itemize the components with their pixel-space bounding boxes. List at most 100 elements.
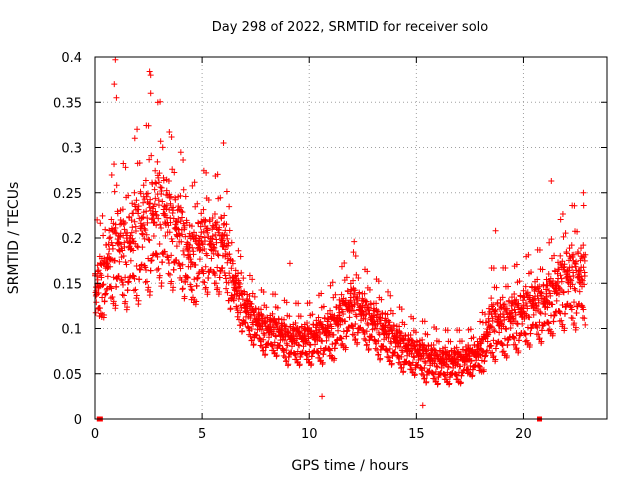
data-point: [187, 283, 194, 290]
data-point: [204, 225, 211, 232]
data-point: [129, 224, 136, 231]
data-point: [447, 338, 454, 345]
data-point: [194, 274, 201, 281]
data-point: [425, 343, 432, 350]
data-point: [172, 196, 179, 203]
data-point: [505, 283, 512, 290]
data-point: [212, 272, 219, 279]
outlier-point: [147, 72, 154, 79]
data-point: [122, 164, 129, 171]
data-point: [490, 265, 497, 272]
data-point: [457, 363, 464, 370]
data-point: [388, 360, 395, 367]
data-point: [117, 241, 124, 248]
data-point: [327, 282, 334, 289]
data-point: [181, 251, 188, 258]
data-point: [348, 302, 355, 309]
data-point: [411, 371, 418, 378]
data-point: [97, 310, 104, 317]
data-point: [167, 193, 174, 200]
data-point: [580, 202, 587, 209]
data-point: [522, 283, 529, 290]
data-point: [143, 208, 150, 215]
data-point: [175, 203, 182, 210]
data-point: [395, 353, 402, 360]
data-point: [260, 336, 267, 343]
data-point: [131, 135, 138, 142]
data-point: [545, 320, 552, 327]
data-point: [236, 316, 243, 323]
data-point: [222, 275, 229, 282]
data-point: [234, 270, 241, 277]
data-point: [567, 302, 574, 309]
data-point: [375, 308, 382, 315]
y-tick-label: 0.2: [61, 232, 82, 247]
data-point: [409, 337, 416, 344]
data-point: [283, 347, 290, 354]
data-point: [515, 348, 522, 355]
data-point: [120, 160, 127, 167]
data-point: [498, 320, 505, 327]
data-point: [152, 195, 159, 202]
data-point: [476, 351, 483, 358]
data-point: [103, 286, 110, 293]
data-point: [228, 239, 235, 246]
data-point: [572, 287, 579, 294]
data-point: [486, 329, 493, 336]
data-point: [241, 319, 248, 326]
data-point: [140, 221, 147, 228]
data-point: [387, 307, 394, 314]
data-point: [537, 289, 544, 296]
data-point: [140, 182, 147, 189]
data-point: [338, 263, 345, 270]
data-point: [411, 354, 418, 361]
data-point: [258, 326, 265, 333]
data-point: [386, 345, 393, 352]
data-point: [375, 337, 382, 344]
data-point: [350, 325, 357, 332]
data-point: [511, 335, 518, 342]
data-point: [496, 329, 503, 336]
y-tick-label: 0.25: [53, 187, 82, 202]
data-point: [389, 310, 396, 317]
data-point: [517, 293, 524, 300]
data-point: [153, 212, 160, 219]
data-point: [189, 287, 196, 294]
data-point: [117, 217, 124, 224]
data-point: [115, 273, 122, 280]
data-point: [545, 327, 552, 334]
data-point: [528, 269, 535, 276]
data-point: [573, 258, 580, 265]
x-tick-label: 0: [91, 427, 99, 442]
data-point: [181, 293, 188, 300]
data-point: [158, 280, 165, 287]
data-point: [353, 271, 360, 278]
data-point: [237, 309, 244, 316]
data-point: [490, 353, 497, 360]
data-point: [466, 353, 473, 360]
data-point: [560, 289, 567, 296]
data-point: [175, 260, 182, 267]
data-point: [101, 255, 108, 262]
x-tick-label: 10: [301, 427, 318, 442]
data-point: [205, 196, 212, 203]
outlier-point: [146, 68, 153, 75]
data-point: [386, 319, 393, 326]
data-point: [571, 320, 578, 327]
data-point: [385, 288, 392, 295]
data-point: [557, 272, 564, 279]
data-point: [230, 297, 237, 304]
data-point: [502, 325, 509, 332]
data-point: [409, 359, 416, 366]
data-point: [469, 346, 476, 353]
data-point: [131, 275, 138, 282]
data-point: [143, 231, 150, 238]
data-point: [536, 319, 543, 326]
data-point: [428, 345, 435, 352]
data-point: [247, 333, 254, 340]
data-point: [108, 239, 115, 246]
data-point: [187, 256, 194, 263]
data-point: [337, 316, 344, 323]
data-point: [491, 308, 498, 315]
